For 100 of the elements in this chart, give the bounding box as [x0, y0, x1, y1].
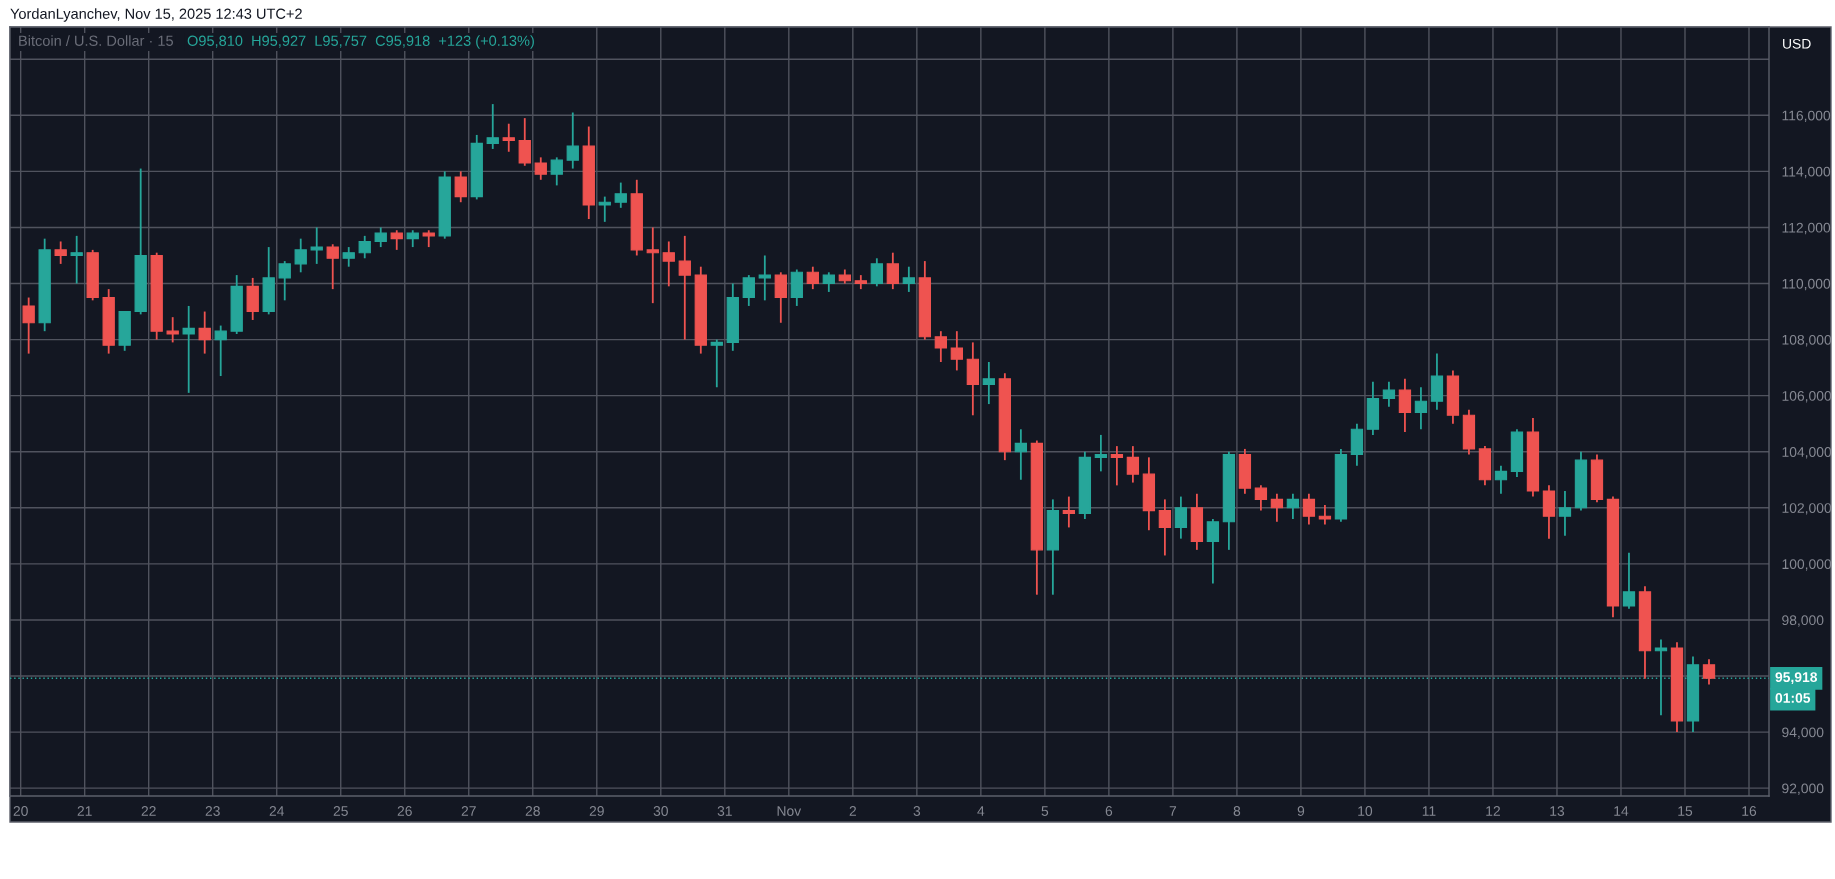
y-tick-label: 112,000 — [1782, 222, 1831, 235]
x-tick-label: 4 — [977, 806, 985, 816]
candlestick — [662, 240, 675, 288]
candlestick — [1206, 518, 1220, 585]
candlestick — [1318, 504, 1332, 526]
candlestick — [214, 324, 227, 377]
candlestick — [1558, 490, 1572, 537]
candlestick — [646, 226, 659, 305]
y-tick-label: 116,000 — [1782, 110, 1831, 123]
candlestick — [1494, 464, 1508, 495]
candlestick — [1286, 492, 1300, 520]
candlestick — [1622, 551, 1636, 610]
candlestick — [1174, 495, 1188, 540]
chart-title: Bitcoin / U.S. Dollar · 15 — [19, 35, 173, 46]
x-tick-label: 8 — [1233, 806, 1241, 816]
y-tick-label: 94,000 — [1782, 727, 1824, 739]
candlestick — [598, 195, 611, 223]
candlestick — [1094, 434, 1108, 473]
candlestick — [806, 265, 819, 291]
x-tick-label: 9 — [1297, 806, 1305, 816]
candlestick — [1302, 492, 1316, 526]
x-tick-label: 5 — [1041, 806, 1049, 816]
candlestick — [1414, 386, 1428, 431]
candlestick — [550, 156, 563, 187]
candlestick — [326, 243, 339, 291]
candlestick — [390, 229, 403, 251]
candlestick — [758, 254, 771, 302]
candlestick — [870, 257, 883, 288]
candlestick — [294, 237, 307, 274]
candlestick — [950, 330, 964, 372]
x-tick-label: 15 — [1678, 806, 1693, 816]
x-tick-label: 22 — [141, 806, 156, 816]
text: YordanLyanchev, Nov 15, 2025 12:43 UTC+2 — [10, 8, 302, 22]
candlestick — [1654, 638, 1668, 717]
text: USD — [1783, 38, 1811, 49]
candlestick — [614, 181, 627, 209]
candlestick — [1270, 492, 1284, 523]
y-tick-label: 106,000 — [1782, 390, 1832, 403]
x-tick-label: 25 — [333, 806, 348, 816]
candlestick — [70, 234, 83, 285]
candlestick — [358, 234, 371, 260]
y-tick-label: 98,000 — [1782, 615, 1824, 627]
x-tick-label: 30 — [653, 806, 668, 816]
y-tick-label: 92,000 — [1782, 783, 1824, 795]
x-tick-label: 2 — [849, 806, 856, 816]
y-tick-label: 100,000 — [1782, 559, 1832, 571]
candlestick — [166, 316, 179, 344]
x-tick-label: 7 — [1169, 806, 1177, 816]
candlestick — [502, 122, 515, 153]
ref-line-label: 95,918 — [1775, 672, 1818, 685]
candlestick — [678, 234, 691, 341]
x-tick-label: 27 — [461, 806, 476, 816]
x-tick-label: 3 — [913, 806, 921, 816]
y-tick-label: 104,000 — [1782, 447, 1832, 459]
text: 01:05 — [1775, 693, 1811, 703]
candlestick — [1382, 380, 1396, 408]
x-tick-label: 6 — [1105, 806, 1113, 816]
candlestick — [54, 240, 67, 265]
candlestick — [1158, 498, 1172, 557]
candlestick — [566, 111, 579, 170]
candlestick — [534, 156, 547, 181]
candlestick — [486, 103, 499, 150]
candlestick — [518, 117, 531, 167]
x-tick-label: Nov — [777, 806, 802, 816]
candlestick — [1254, 484, 1268, 512]
x-tick-label: 13 — [1550, 806, 1565, 816]
x-tick-label: 20 — [13, 806, 28, 816]
candlestick — [1702, 658, 1716, 686]
x-tick-label: 26 — [397, 806, 412, 816]
x-tick-label: 23 — [205, 806, 220, 816]
x-tick-label: 16 — [1742, 806, 1757, 816]
y-tick-label: 114,000 — [1782, 166, 1831, 179]
candlestick — [774, 271, 787, 324]
candlestick — [278, 260, 291, 302]
candlestick — [1062, 495, 1076, 529]
x-tick-label: 24 — [269, 806, 285, 816]
candlestick — [1014, 428, 1028, 481]
candlestick — [934, 330, 947, 363]
candlestick — [710, 338, 723, 389]
x-tick-label: 11 — [1422, 806, 1436, 816]
candlestick — [886, 251, 899, 291]
candlestick — [454, 170, 467, 204]
x-tick-label: 29 — [589, 806, 604, 816]
candlestick — [1110, 445, 1124, 487]
candlestick — [1126, 445, 1140, 484]
y-tick-label: 102,000 — [1782, 503, 1832, 515]
x-tick-label: 21 — [77, 806, 92, 816]
y-tick-label: 110,000 — [1782, 278, 1831, 291]
x-tick-label: 12 — [1486, 806, 1500, 816]
candlestick — [982, 361, 996, 405]
candlestick — [310, 226, 323, 265]
candlestick — [822, 271, 835, 293]
candlestick — [374, 226, 387, 248]
text: O95,810 H95,927 L95,757 C95,918 +123 (+0.13%) — [187, 35, 534, 49]
candlestick — [22, 296, 35, 355]
candlestick — [742, 274, 755, 307]
x-tick-label: 14 — [1614, 806, 1629, 816]
candlestick — [342, 246, 355, 268]
y-tick-label: 108,000 — [1782, 334, 1832, 347]
candlestick — [902, 265, 915, 293]
